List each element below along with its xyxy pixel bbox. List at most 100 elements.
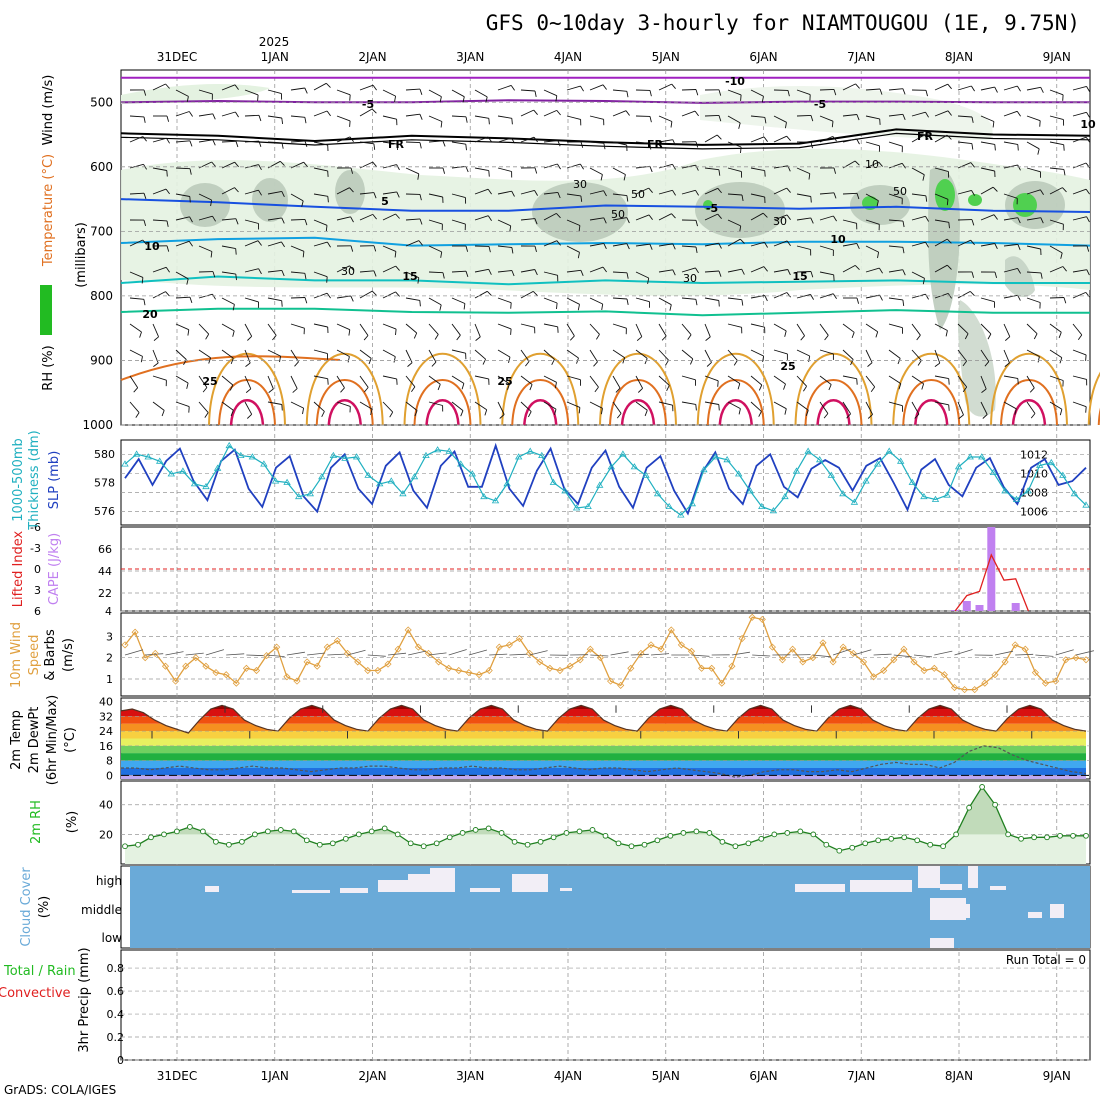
wind-barb-flag: [718, 242, 722, 249]
rh-marker: [628, 843, 635, 850]
wind-barb: [290, 115, 305, 118]
wind-barb: [359, 349, 372, 359]
wind-marker: [505, 641, 513, 649]
wind-barb-flag: [758, 411, 762, 417]
wind-marker: [991, 671, 999, 679]
wind-marker: [950, 683, 959, 692]
wind-barb: [796, 217, 811, 221]
wind-barb: [566, 115, 581, 120]
wind-barb-flag: [1062, 266, 1067, 272]
wind-barb-flag: [229, 384, 234, 391]
wind-barb-flag: [463, 303, 466, 310]
cloud-cell: [1028, 912, 1042, 918]
thickness-marker: [526, 447, 534, 454]
wind-barb-flag: [442, 167, 446, 174]
wind-barb-flag: [143, 116, 146, 123]
wind-barb-flag: [971, 85, 975, 92]
surface-wind-barb: [934, 650, 953, 656]
wind-barb-flag: [1029, 387, 1035, 393]
wind-marker: [172, 677, 180, 685]
wind-barb-flag: [485, 96, 488, 103]
wind-barb-flag: [1017, 217, 1021, 224]
wind-marker: [455, 666, 463, 675]
wind-barb: [566, 85, 581, 91]
wind-barb: [451, 323, 461, 336]
wind-barb: [474, 215, 489, 221]
wind-marker: [839, 643, 847, 651]
wind-barb: [681, 349, 694, 360]
temp-contour-label: 10: [1080, 118, 1096, 131]
cloud-cell: [968, 866, 978, 888]
rh-area-light: [125, 786, 1086, 864]
wind-barb: [819, 293, 834, 299]
wind-marker: [485, 666, 493, 675]
wind-barb-flag: [637, 387, 643, 393]
wind-barb-flag: [212, 215, 216, 222]
rh-contour-label: 10: [865, 158, 879, 171]
rh-marker: [550, 834, 557, 841]
wind-barb: [221, 297, 235, 305]
wind-barb: [566, 245, 580, 253]
wind-barb-flag: [165, 267, 170, 273]
rh-marker: [433, 840, 440, 847]
wind-barb-flag: [810, 271, 814, 278]
wind-barb-flag: [833, 192, 837, 199]
wind-barb: [1003, 401, 1017, 410]
wind-barb: [658, 297, 672, 306]
wind-barb: [1003, 375, 1018, 379]
lifted-index-tick: 3: [34, 584, 41, 597]
wind-barb-flag: [230, 410, 234, 417]
wind-barb-flag: [922, 174, 925, 181]
wind-marker: [182, 662, 190, 670]
wind-barb: [198, 375, 208, 388]
wind-barb: [1072, 162, 1087, 169]
wind-barb: [290, 193, 304, 202]
surface-wind-barb: [347, 649, 366, 656]
wind-barb: [520, 136, 535, 143]
wind-barb-flag: [281, 142, 284, 149]
wind-barb: [750, 193, 765, 198]
wind-barb-flag: [364, 387, 369, 393]
wind-barb: [290, 401, 304, 409]
wind-barb-flag: [810, 142, 813, 149]
wind-barb-flag: [947, 110, 952, 116]
wind-barb-flag: [695, 246, 698, 253]
wind-barb-flag: [511, 190, 515, 197]
surface-wind-barb: [832, 648, 852, 656]
wind-barb: [842, 349, 854, 360]
wind-barb-flag: [534, 245, 537, 253]
temp-unit-title: (°C): [63, 727, 78, 753]
wind-barb-flag: [717, 213, 722, 219]
wind-barb: [934, 219, 949, 223]
wind-barb: [497, 84, 512, 91]
wind-marker: [718, 679, 726, 687]
wind-barb-flag: [304, 140, 308, 147]
rh-marker: [135, 841, 141, 848]
wind-barb: [980, 375, 987, 390]
wind-barb: [175, 89, 189, 97]
wind-barb-flag: [347, 356, 350, 363]
wind-barb: [198, 215, 213, 221]
wind-barb: [957, 115, 973, 118]
wind-barb: [957, 349, 967, 362]
wind-barb: [474, 375, 489, 380]
wind-barb: [727, 323, 742, 328]
wind-barb-flag: [484, 409, 488, 416]
thickness-marker: [167, 470, 176, 477]
wind-barb-flag: [902, 221, 905, 228]
wind-barb: [1026, 349, 1040, 357]
rh-marker: [511, 838, 518, 845]
wind-barb: [704, 375, 719, 382]
wind-barb-flag: [762, 355, 765, 362]
wind-barb: [520, 269, 535, 273]
wind-barb-flag: [626, 195, 629, 202]
wind-barb: [658, 83, 672, 91]
wind-barb: [773, 269, 788, 273]
wind-barb: [451, 89, 465, 98]
temp-color-bands: [121, 705, 1086, 779]
wind-barb: [980, 115, 995, 122]
wind-marker: [293, 677, 301, 685]
wind-barb-flag: [272, 335, 277, 341]
wind-barb-flag: [279, 160, 285, 166]
wind-barb-flag: [210, 199, 213, 207]
